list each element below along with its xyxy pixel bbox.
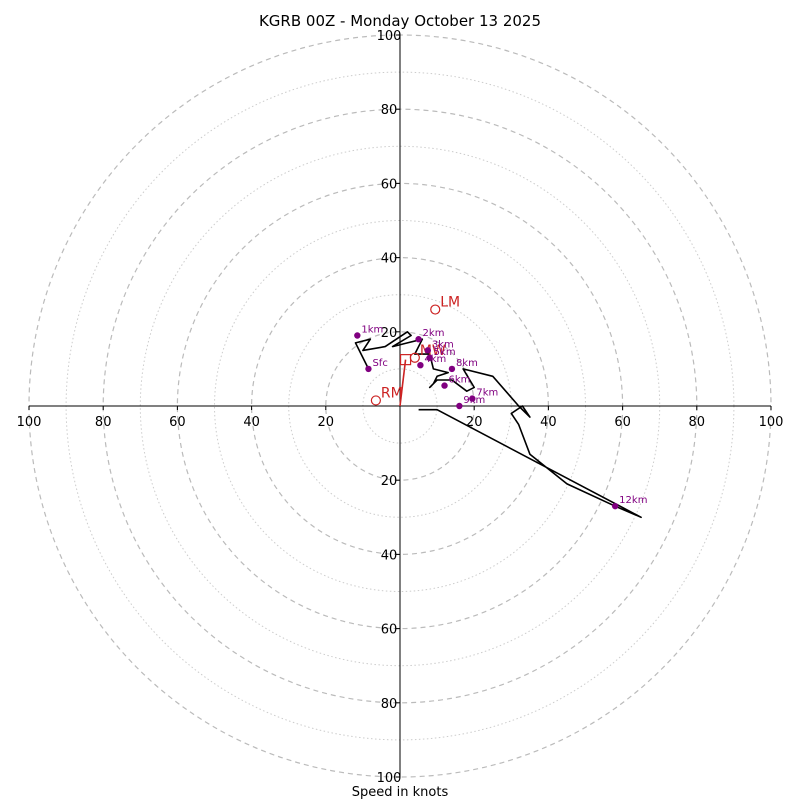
storm-motion-label: RM (381, 385, 403, 401)
storm-motion-marker (430, 304, 441, 315)
y-tick-label: 100 (377, 771, 402, 786)
height-label: Sfc (372, 358, 387, 369)
height-marker (611, 502, 619, 510)
y-tick-label: 100 (377, 29, 402, 44)
y-tick-label: 80 (381, 697, 398, 712)
height-marker (424, 347, 432, 354)
height-marker (417, 361, 424, 369)
hodograph-line (354, 330, 642, 519)
height-label: 1km (361, 325, 383, 336)
height-marker (365, 365, 372, 373)
height-label: 3km (432, 339, 454, 350)
height-marker (441, 382, 448, 389)
y-tick-label: 60 (381, 623, 398, 638)
height-label: 6km (449, 375, 471, 386)
mean-wind-vector (399, 359, 407, 407)
y-tick-label: 40 (381, 252, 398, 267)
height-marker (415, 336, 422, 343)
storm-motion-marker (409, 352, 420, 363)
height-label: 4km (424, 354, 446, 365)
x-axis-label: Speed in knots (352, 785, 449, 800)
x-tick-label: 60 (169, 415, 186, 430)
storm-motion-label: MW (420, 343, 446, 359)
chart-title: KGRB 00Z - Monday October 13 2025 (259, 12, 541, 30)
x-tick-label: 20 (318, 415, 335, 430)
x-tick-label: 40 (243, 415, 260, 430)
x-tick-label: 80 (95, 415, 112, 430)
tick-labels: 100 80 60 40 20 20 40 60 80 100 100 80 60 40 20 20 40 60 8… (17, 29, 784, 786)
height-label: 12km (619, 495, 647, 506)
x-tick-label: 80 (689, 415, 706, 430)
height-marker (469, 395, 476, 402)
height-marker (354, 332, 361, 339)
height-label: 2km (423, 328, 445, 339)
height-marker (426, 354, 433, 361)
height-marker (456, 402, 463, 410)
storm-motion: LM RM MW (370, 295, 460, 407)
y-tick-label: 60 (381, 177, 398, 192)
y-tick-label: 20 (381, 474, 398, 489)
height-label: 8km (456, 358, 478, 369)
x-tick-label: 40 (540, 415, 557, 430)
storm-motion-marker (370, 395, 381, 406)
storm-motion-label: LM (440, 295, 460, 311)
height-label: 9km (463, 395, 485, 406)
height-marker (448, 365, 456, 373)
y-tick-label: 20 (381, 326, 398, 341)
x-tick-label: 20 (466, 415, 483, 430)
height-label: 7km (476, 388, 498, 399)
y-tick-label: 40 (381, 548, 398, 563)
x-tick-label: 100 (17, 415, 42, 430)
x-tick-label: 60 (614, 415, 631, 430)
y-tick-label: 80 (381, 103, 398, 118)
height-label: 5km (434, 347, 456, 358)
x-tick-label: 100 (759, 415, 784, 430)
hodograph-trace (354, 330, 642, 519)
